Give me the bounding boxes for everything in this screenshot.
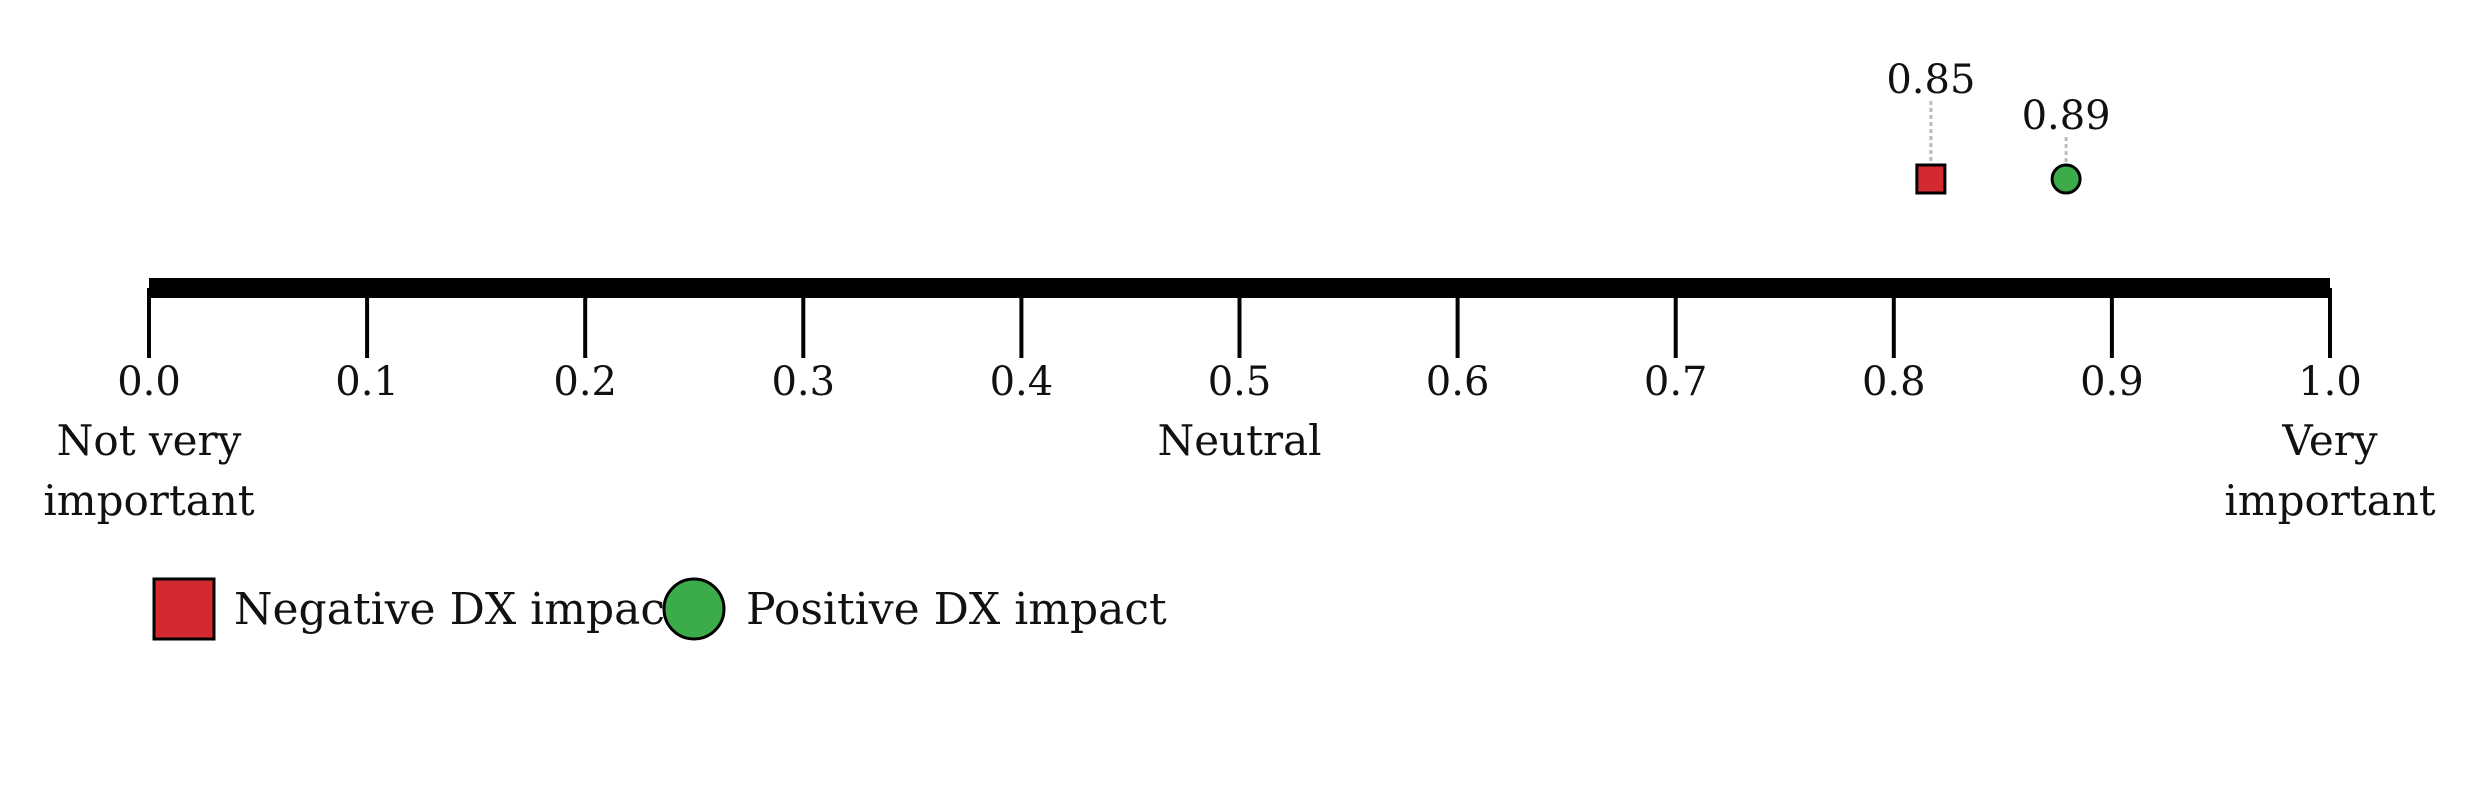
tick-label: 0.6: [1426, 359, 1490, 405]
tick-label: 0.3: [771, 359, 835, 405]
data-value-label: 0.89: [2022, 93, 2111, 139]
tick-label: 0.0: [117, 359, 181, 405]
legend-circle-icon: [662, 577, 726, 641]
data-value-label: 0.85: [1886, 57, 1975, 103]
tick-label: 0.5: [1208, 359, 1272, 405]
anchor-label: Very: [2281, 416, 2377, 465]
tick-labels: 0.0 0.1 0.2 0.3 0.4 0.5 0.6 0.7 0.8 0.9 1.0: [117, 359, 2362, 405]
tick-label: 0.4: [990, 359, 1054, 405]
tick-label: 0.1: [335, 359, 399, 405]
tick-label: 0.2: [553, 359, 617, 405]
tick-label: 1.0: [2298, 359, 2362, 405]
anchor-labels: Not very important Neutral Very important: [43, 416, 2435, 525]
data-markers: 0.85 0.89: [1886, 57, 2111, 195]
tick-label: 0.8: [1862, 359, 1926, 405]
legend-label-positive: Positive DX impact: [746, 584, 1167, 635]
tick-label: 0.7: [1644, 359, 1708, 405]
legend-label-negative: Negative DX impact: [234, 584, 683, 635]
scale-axis: [147, 278, 2332, 358]
positive-dx-impact-marker: [2050, 163, 2082, 195]
legend-square-icon: [152, 577, 216, 641]
anchor-label: important: [2224, 476, 2435, 525]
tick-label: 0.9: [2080, 359, 2144, 405]
negative-dx-impact-marker: [1915, 163, 1947, 195]
anchor-label: Not very: [57, 416, 242, 465]
legend: Negative DX impact Positive DX impact: [152, 577, 1167, 641]
anchor-label: Neutral: [1157, 416, 1321, 465]
anchor-label: important: [43, 476, 254, 525]
